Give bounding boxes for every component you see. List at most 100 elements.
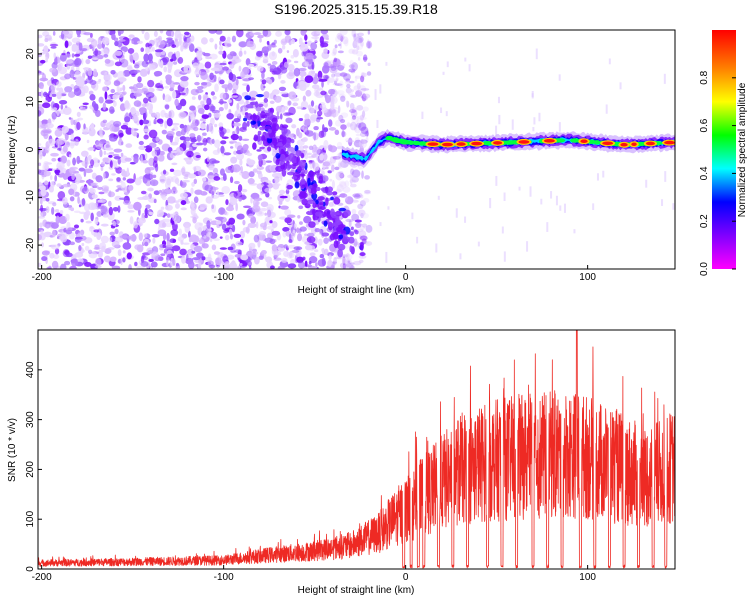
spectrogram-cell [50, 77, 55, 82]
spectrogram-cell [230, 250, 237, 253]
spectrogram-cell [100, 235, 109, 244]
spectrogram-cell [75, 233, 81, 237]
spectrogram-cell [350, 70, 356, 74]
spectrogram-peak [664, 140, 675, 145]
spectrogram-cell [140, 47, 145, 53]
snr-y-tick-label: 0 [25, 566, 36, 572]
spectrogram-cell [358, 254, 367, 259]
spectrogram-cell [345, 262, 354, 269]
spectrogram-cell [116, 71, 125, 80]
spectrogram-cell [127, 210, 135, 213]
spectrogram-cell [602, 170, 605, 178]
spectrogram-cell [318, 130, 325, 139]
spectrogram-cell [366, 71, 372, 76]
spectrogram-cell [253, 32, 262, 36]
spectrogram-cell [468, 64, 471, 72]
spectrogram-cell [51, 111, 57, 120]
spectrogram-cell [166, 255, 169, 262]
spectrogram-cell [261, 79, 267, 85]
spectrogram-cell [45, 206, 50, 214]
spectrogram-cell [124, 102, 131, 110]
spectrogram-cell [306, 236, 316, 244]
spectrogram-cell [271, 151, 277, 157]
spectrogram-cell [228, 72, 234, 81]
spectrogram-cell [315, 199, 319, 205]
spectrogram-cell [341, 131, 347, 138]
spectrogram-cell [322, 201, 326, 207]
spectrogram-cell [163, 248, 167, 254]
spectrogram-cell [120, 152, 124, 157]
spectrogram-cell [133, 221, 139, 229]
spectrogram-cell [186, 150, 194, 158]
spectrogram-cell [340, 112, 349, 118]
spectrogram-peak [602, 141, 614, 146]
spectrogram-cell [318, 78, 328, 82]
spectrogram-cell [112, 153, 120, 157]
spectrogram-cell [379, 84, 382, 94]
spectrogram-cell [376, 119, 379, 128]
spectrogram-cell [167, 147, 173, 153]
spectrogram-cell [44, 162, 53, 165]
spectrogram-cell [320, 30, 329, 35]
spectrogram-cell [321, 65, 330, 74]
spectrogram-cell [284, 30, 291, 36]
spectrogram-cell [77, 34, 81, 38]
spectrogram-cell [283, 244, 289, 249]
spectrogram-cell [270, 45, 277, 48]
spectrogram-cell [142, 160, 149, 164]
spectrogram-cell [137, 217, 146, 224]
spectrogram-cell [175, 203, 180, 209]
spectrogram-cell [359, 252, 366, 257]
spectrogram-cell [39, 77, 49, 82]
spectrogram-cell [339, 181, 347, 189]
spectrogram-cell [49, 67, 56, 73]
spectrogram-cell [529, 186, 532, 197]
spectrogram-cell [274, 95, 282, 103]
spectrogram-cell [180, 76, 189, 82]
spectrogram-cell [345, 87, 352, 94]
spectrogram-cell [197, 169, 206, 177]
spectrogram-cell [161, 195, 167, 201]
spectrogram-cell [156, 87, 164, 92]
spectrogram-cell [261, 46, 269, 54]
spectrogram-cell [336, 90, 345, 95]
spectrogram-cell [134, 261, 138, 267]
spectrogram-cell [518, 186, 521, 191]
spectrogram-cell [354, 75, 362, 79]
spectrogram-cell [95, 175, 103, 183]
spectrogram-cell [241, 170, 250, 180]
spectrogram-cell [164, 85, 170, 89]
spectrogram-cell [218, 50, 224, 55]
spectrogram-cell [501, 226, 504, 234]
spectrogram-cell [219, 79, 225, 85]
spectrogram-cell [236, 102, 240, 111]
spectrogram-cell [322, 170, 325, 177]
spectrogram-cell [76, 121, 81, 131]
spectrogram-cell [219, 168, 225, 176]
spectrogram-cell [76, 111, 81, 118]
spectrogram-y-tick-label: 20 [25, 48, 36, 60]
spectrogram-cell [310, 187, 317, 195]
spectrogram-cell [360, 235, 368, 240]
colorbar-tick-label: 0.8 [699, 70, 710, 84]
spectrogram-cell [64, 73, 71, 80]
spectrogram-cell [38, 150, 43, 160]
spectrogram-cell [149, 179, 159, 187]
spectrogram-cell [97, 43, 103, 50]
spectrogram-cell [259, 37, 262, 43]
spectrogram-cell [105, 144, 110, 149]
spectrogram-cell [349, 179, 356, 183]
spectrogram-cell [123, 186, 131, 195]
spectrogram-cell [141, 30, 145, 35]
spectrogram-cell [264, 187, 272, 193]
spectrogram-cell [339, 41, 343, 50]
spectrogram-cell [179, 248, 187, 256]
spectrogram-cell [62, 30, 70, 35]
spectrogram-cell [279, 195, 288, 199]
spectrogram-cell [353, 85, 360, 91]
spectrogram-cell [281, 136, 287, 145]
spectrogram-cell [132, 84, 138, 92]
spectrogram-cell [248, 63, 255, 67]
spectrogram-cell [134, 177, 142, 186]
spectrogram-cell [321, 175, 329, 182]
